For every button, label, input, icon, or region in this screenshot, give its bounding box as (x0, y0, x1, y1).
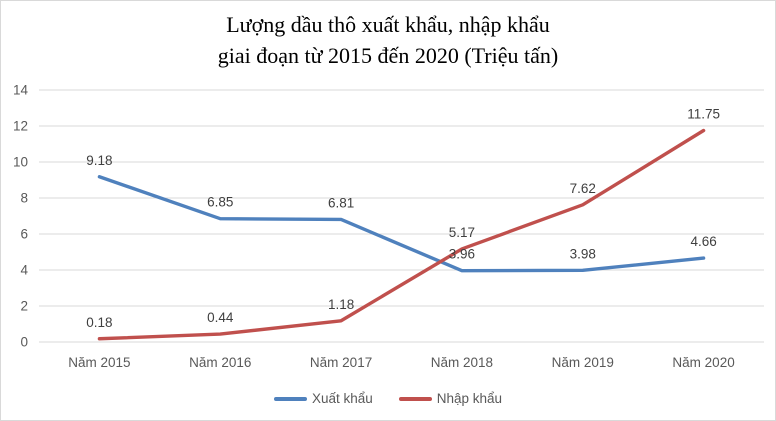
chart-title: Lượng dầu thô xuất khẩu, nhập khẩu giai … (1, 9, 775, 71)
x-axis-tick-label: Năm 2018 (431, 355, 493, 370)
series-line-0 (97, 175, 706, 273)
y-axis-tick-label: 0 (20, 335, 28, 350)
data-label-1: 7.62 (570, 181, 596, 196)
data-label-1: 0.44 (207, 310, 234, 325)
chart-title-line1: Lượng dầu thô xuất khẩu, nhập khẩu (226, 12, 550, 37)
y-axis-tick-label: 8 (20, 191, 28, 206)
x-axis-tick-label: Năm 2020 (672, 355, 734, 370)
x-axis-tick-label: Năm 2016 (189, 355, 251, 370)
x-axis-tick-label: Năm 2017 (310, 355, 372, 370)
data-label-1: 5.17 (449, 225, 475, 240)
series-line-1 (97, 128, 706, 341)
y-axis-tick-label: 4 (20, 263, 28, 278)
plot-area: 0 2 4 6 8 10 12 14 Năm 2015 Năm 2016 Năm 2017 Năm 2… (13, 83, 764, 370)
x-axis-tick-label: Năm 2015 (68, 355, 130, 370)
legend-label-xuat-khau: Xuất khẩu (311, 391, 373, 406)
y-axis-tick-label: 10 (13, 155, 28, 170)
legend-label-nhap-khau: Nhập khẩu (436, 391, 503, 406)
y-axis-tick-label: 2 (20, 299, 28, 314)
data-label-1: 1.18 (328, 297, 354, 312)
data-label-0: 6.85 (207, 195, 233, 210)
legend-item-nhap-khau: Nhập khẩu (398, 391, 503, 406)
data-label-0: 3.96 (449, 247, 475, 262)
data-label-0: 6.81 (328, 195, 354, 210)
y-axis-tick-label: 6 (20, 227, 28, 242)
x-axis-tick-label: Năm 2019 (552, 355, 614, 370)
chart-legend: Xuất khẩu Nhập khẩu (1, 391, 775, 406)
y-axis-tick-label: 12 (13, 119, 28, 134)
data-label-0: 3.98 (570, 246, 596, 261)
legend-line-swatch-xuat-khau (273, 396, 307, 401)
legend-line-swatch-nhap-khau (398, 396, 432, 401)
legend-item-xuat-khau: Xuất khẩu (273, 391, 373, 406)
y-axis-tick-label: 14 (13, 83, 29, 98)
chart-title-line2: giai đoạn từ 2015 đến 2020 (Triệu tấn) (217, 43, 559, 68)
data-label-1: 11.75 (687, 107, 720, 122)
data-label-0: 9.18 (86, 153, 112, 168)
data-label-0: 4.66 (690, 234, 716, 249)
data-label-1: 0.18 (86, 315, 112, 330)
